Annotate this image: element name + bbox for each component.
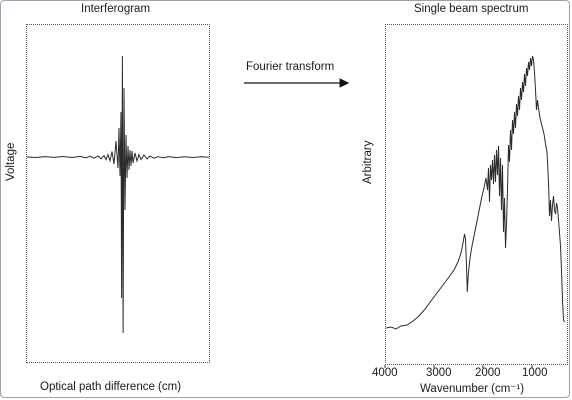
- spectrum-xtick-2000: 2000: [475, 367, 501, 379]
- spectrum-panel: [385, 24, 568, 365]
- spectrum-xtick-3000: 3000: [426, 367, 452, 379]
- interferogram-title: Interferogram: [81, 3, 151, 15]
- spectrum-title: Single beam spectrum: [414, 3, 529, 15]
- interferogram-xlabel: Optical path difference (cm): [40, 381, 182, 393]
- spectrum-xtick-4000: 4000: [372, 367, 398, 379]
- spectrum-xaxis-ticks: [384, 365, 533, 368]
- interferogram-panel: [26, 24, 210, 363]
- spectrum-trace: [385, 55, 565, 330]
- spectrum-xtick-1000: 1000: [522, 367, 548, 379]
- interferogram-trace: [26, 55, 210, 334]
- spectrum-xlabel: Wavenumber (cm⁻¹): [420, 383, 525, 395]
- fourier-transform-label: Fourier transform: [246, 61, 335, 73]
